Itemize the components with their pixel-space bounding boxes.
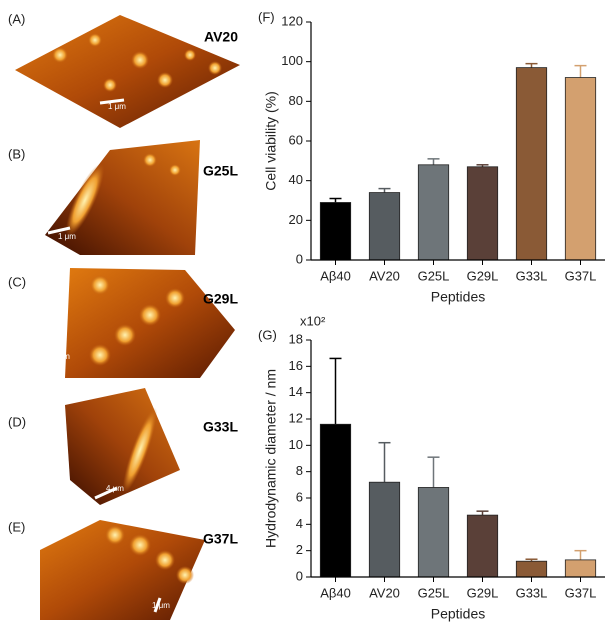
panel-label: (G) [258, 327, 277, 342]
y-tick-label: 40 [289, 172, 303, 187]
bar [320, 202, 350, 260]
panel-label: (D) [8, 414, 26, 429]
x-tick-label: G29L [467, 585, 499, 600]
bar [467, 167, 497, 260]
y-tick-label: 8 [296, 463, 303, 478]
x-tick-label: G37L [565, 268, 597, 283]
x-axis-label: Peptides [431, 289, 485, 305]
x-tick-label: G25L [418, 268, 450, 283]
sample-label: G33L [203, 419, 238, 435]
bar [516, 561, 546, 577]
y-axis-label: Cell viability (%) [263, 91, 279, 191]
scale-bar-label: 2 μm [52, 352, 70, 361]
figure: (A) AV20 1 μm (B) G25L 1 μm (C) G29L 2 μm (D) G33L… [0, 0, 616, 626]
bar [565, 78, 595, 260]
scale-bar-label: 1 μm [58, 232, 76, 241]
y-tick-label: 16 [289, 358, 303, 373]
y-axis-label: Hydrodynamic diameter / nm [263, 369, 279, 548]
x-tick-label: Aβ40 [320, 268, 351, 283]
sample-label: G29L [203, 291, 238, 307]
scale-bar-label: 1 μm [108, 102, 126, 111]
y-tick-label: 0 [296, 251, 303, 266]
sample-label: AV20 [204, 29, 238, 45]
bar [418, 165, 448, 260]
x-tick-label: AV20 [369, 585, 400, 600]
panel-label: (F) [258, 9, 275, 24]
x-tick-label: G33L [516, 268, 548, 283]
bar [565, 560, 595, 577]
y-tick-label: 18 [289, 331, 303, 346]
y-tick-label: 2 [296, 542, 303, 557]
x-tick-label: AV20 [369, 268, 400, 283]
bar [320, 424, 350, 577]
y-tick-label: 4 [296, 516, 303, 531]
y-tick-label: 14 [289, 384, 303, 399]
x-tick-label: G25L [418, 585, 450, 600]
x-tick-label: G29L [467, 268, 499, 283]
y-tick-label: 60 [289, 132, 303, 147]
bar [418, 487, 448, 577]
y-tick-label: 10 [289, 437, 303, 452]
x-tick-label: Aβ40 [320, 585, 351, 600]
scale-bar-label: 4 μm [106, 484, 124, 493]
y-multiplier: x10² [300, 313, 326, 328]
y-tick-label: 120 [281, 13, 303, 28]
sample-label: G37L [203, 531, 238, 547]
panel-label: (E) [8, 519, 25, 534]
x-tick-label: G37L [565, 585, 597, 600]
scale-bar-label: 1 μm [152, 601, 170, 610]
bar [369, 193, 399, 260]
panel-label: (B) [8, 146, 25, 161]
y-tick-label: 80 [289, 93, 303, 108]
panel-label: (A) [8, 11, 25, 26]
x-tick-label: G33L [516, 585, 548, 600]
bar [516, 68, 546, 260]
y-tick-label: 12 [289, 410, 303, 425]
afm-images [15, 15, 240, 620]
panel-label: (C) [8, 274, 26, 289]
y-tick-label: 20 [289, 212, 303, 227]
bar [467, 515, 497, 577]
y-tick-label: 6 [296, 489, 303, 504]
y-tick-label: 0 [296, 568, 303, 583]
y-tick-label: 100 [281, 53, 303, 68]
sample-label: G25L [203, 163, 238, 179]
x-axis-label: Peptides [431, 606, 485, 622]
bar [369, 482, 399, 577]
